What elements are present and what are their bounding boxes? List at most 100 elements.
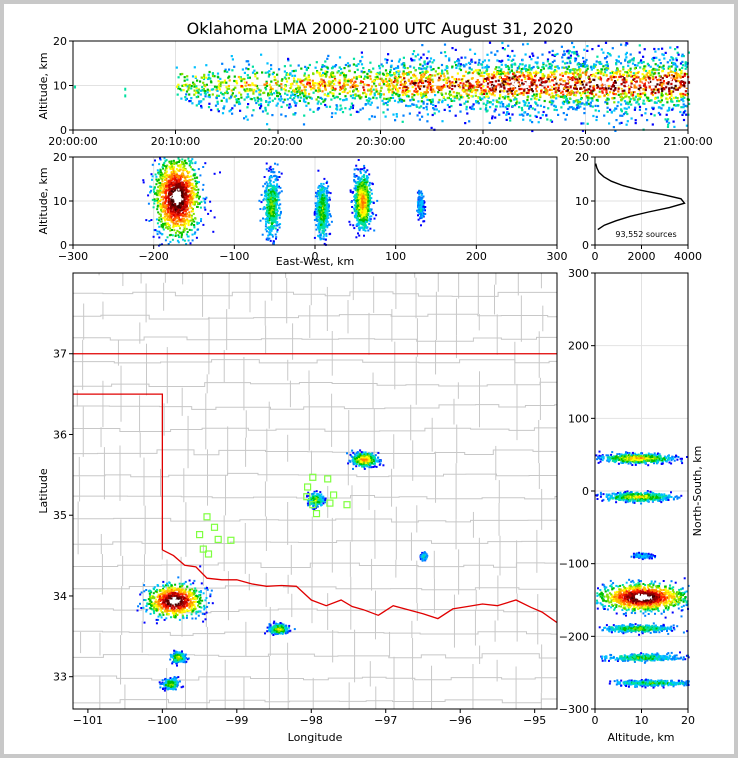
ew-height-mark	[189, 182, 192, 185]
ew-height-mark	[274, 191, 277, 193]
time-height-mark	[483, 77, 487, 81]
time-height-mark	[405, 95, 409, 98]
ew-height-mark	[258, 199, 261, 202]
time-height-mark	[200, 104, 203, 108]
ew-height-mark	[169, 181, 172, 184]
time-height-mark	[367, 97, 371, 100]
time-height-mark	[679, 62, 683, 65]
ew-height-mark	[180, 234, 183, 237]
time-height-mark	[319, 75, 322, 78]
time-height-mark	[459, 64, 462, 68]
ew-height-mark	[162, 210, 164, 213]
time-height-mark	[628, 82, 631, 85]
time-height-mark	[275, 104, 278, 107]
time-height-mark	[516, 70, 519, 73]
ew-height-mark	[190, 190, 193, 192]
time-height-mark	[578, 77, 581, 80]
ew-height-mark	[164, 219, 167, 222]
ew-height-mark	[159, 189, 162, 192]
time-height-mark	[427, 50, 430, 53]
ew-height-mark	[272, 240, 275, 243]
ew-height-mark	[197, 195, 200, 198]
ew-height-mark	[187, 224, 190, 227]
time-height-mark	[476, 84, 480, 88]
time-height-mark	[666, 61, 669, 64]
time-height-mark	[264, 71, 267, 74]
time-height-mark	[684, 110, 687, 113]
time-height-mark	[395, 92, 398, 95]
time-height-mark	[485, 110, 488, 113]
time-height-mark	[448, 59, 451, 62]
ew-height-mark	[162, 222, 164, 225]
time-height-mark	[547, 107, 550, 110]
time-height-mark	[443, 108, 446, 111]
time-height-mark	[197, 91, 200, 94]
time-height-mark	[395, 83, 398, 86]
time-height-mark	[588, 77, 591, 80]
ew-height-mark	[180, 197, 182, 200]
time-height-mark	[412, 103, 415, 106]
time-height-mark	[508, 76, 511, 79]
time-height-mark	[322, 100, 325, 103]
time-height-mark	[374, 76, 377, 79]
time-height-mark	[418, 111, 421, 114]
time-height-mark	[278, 84, 281, 87]
time-height-mark	[327, 92, 330, 95]
time-height-mark	[518, 84, 522, 87]
ew-height-mark	[179, 218, 182, 221]
ew-height-mark	[271, 217, 274, 220]
time-height-mark	[644, 85, 647, 88]
ew-height-mark	[271, 235, 274, 238]
time-height-mark	[231, 58, 234, 61]
time-height-mark	[528, 64, 531, 67]
time-height-mark	[629, 67, 632, 70]
time-height-mark	[604, 101, 607, 104]
ew-height-mark	[190, 196, 193, 199]
time-height-mark	[662, 104, 665, 107]
time-height-mark	[682, 118, 686, 122]
ew-height-mark	[153, 190, 156, 193]
time-height-mark	[74, 85, 77, 89]
time-height-mark	[303, 114, 306, 117]
ew-height-mark	[188, 184, 191, 187]
time-height-mark	[542, 76, 545, 79]
time-height-mark	[547, 78, 550, 81]
time-height-mark	[682, 100, 685, 103]
time-height-mark	[572, 68, 575, 71]
ew-height-mark	[266, 184, 269, 187]
ew-height-mark	[177, 188, 180, 191]
time-height-mark	[397, 76, 401, 79]
time-height-mark	[681, 60, 684, 63]
time-height-mark	[321, 84, 325, 87]
time-height-mark	[324, 82, 327, 85]
time-height-mark	[467, 89, 470, 92]
time-height-mark	[656, 89, 659, 92]
time-height-mark	[536, 61, 539, 64]
ew-height-mark	[170, 198, 173, 201]
time-height-mark	[667, 118, 670, 121]
time-height-mark	[453, 61, 457, 64]
time-height-mark	[517, 81, 520, 84]
ew-height-mark	[273, 192, 276, 195]
time-height-mark	[514, 96, 517, 99]
ew-height-mark	[270, 225, 272, 228]
time-height-mark	[339, 86, 342, 89]
time-height-mark	[495, 99, 498, 102]
time-height-mark	[651, 123, 654, 126]
ew-height-mark	[150, 185, 153, 188]
ew-height-mark	[196, 223, 199, 225]
ew-height-mark	[182, 215, 185, 217]
time-height-mark	[680, 70, 683, 73]
time-height-mark	[583, 48, 586, 51]
time-height-mark	[493, 94, 496, 97]
time-height-mark	[510, 84, 513, 87]
time-height-mark	[428, 78, 431, 81]
time-height-mark	[512, 87, 515, 90]
time-height-mark	[574, 76, 577, 79]
time-height-mark	[673, 104, 676, 107]
time-height-mark	[619, 62, 623, 65]
ew-height-mark	[274, 217, 277, 219]
time-height-mark	[563, 80, 566, 83]
time-height-mark	[432, 107, 435, 110]
time-height-mark	[379, 96, 382, 99]
